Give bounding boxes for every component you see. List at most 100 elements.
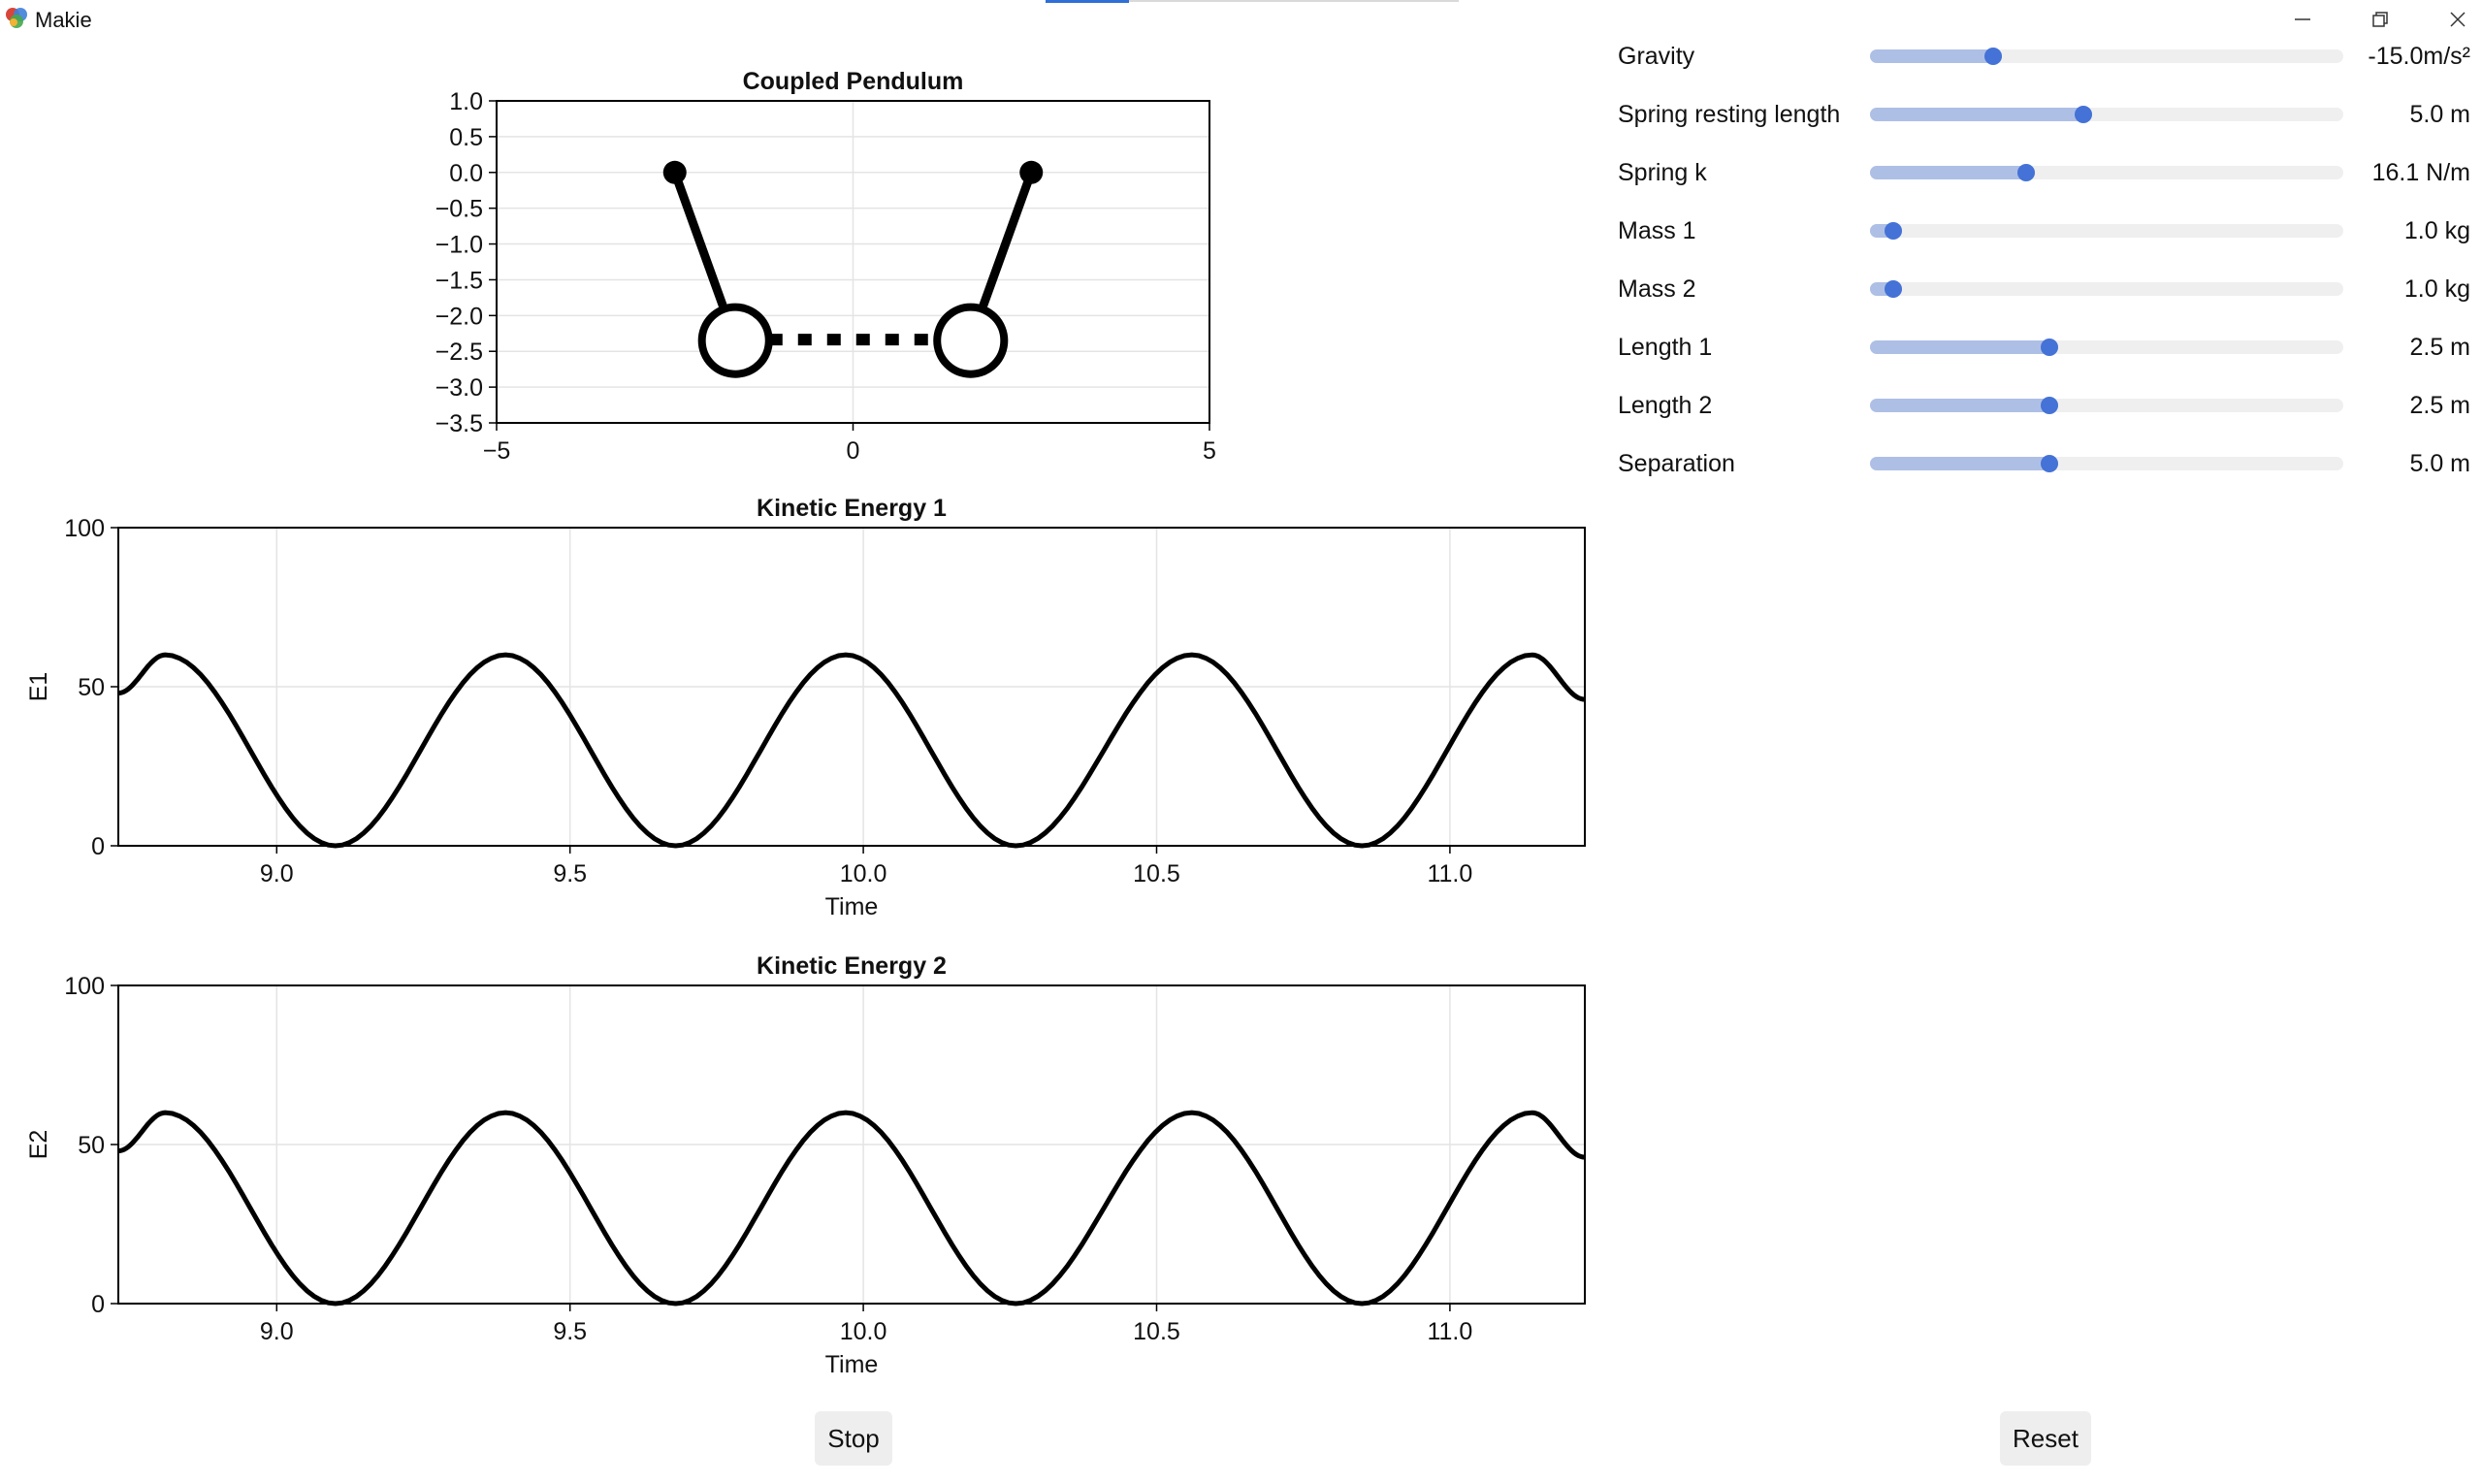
pendulum-rod-2: [978, 171, 1036, 311]
slider-value: -15.0m/s²: [2368, 43, 2470, 70]
slider-knob[interactable]: [1983, 48, 2002, 65]
restore-icon: [2372, 12, 2388, 27]
restore-button[interactable]: [2341, 0, 2419, 39]
slider-label: Spring resting length: [1618, 101, 1841, 128]
pendulum-axes-frame: [496, 100, 1210, 424]
reset-button[interactable]: Reset: [2000, 1411, 2091, 1466]
ke2-y-tick-label: 0: [91, 1291, 105, 1318]
slider-row-length-2: Length 2 2.5 m: [1618, 386, 2482, 425]
pendulum-y-tick-label: −1.0: [435, 232, 483, 259]
slider-fill: [1870, 166, 2036, 179]
title-bar: Makie: [0, 0, 2482, 39]
slider-knob[interactable]: [2041, 339, 2059, 356]
slider-row-length-1: Length 1 2.5 m: [1618, 328, 2482, 367]
ke2-y-tick-label: 100: [64, 973, 105, 1000]
slider-value: 5.0 m: [2409, 101, 2470, 128]
pendulum-y-tick-label: −2.5: [435, 339, 483, 366]
slider-value: 1.0 kg: [2403, 217, 2470, 244]
ke1-x-tick-label: 10.5: [1133, 860, 1180, 887]
ke1-series-line: [117, 652, 1586, 849]
pendulum-rod-1: [670, 171, 728, 311]
slider-track[interactable]: [1870, 48, 2343, 65]
ke1-y-tick-label: 0: [91, 833, 105, 860]
pendulum-y-tick-label: 1.0: [449, 88, 483, 115]
pendulum-bob-2: [933, 303, 1009, 378]
slider-value: 5.0 m: [2409, 450, 2470, 477]
pendulum-y-tick-label: 0.5: [449, 124, 483, 151]
slider-row-spring-resting-length: Spring resting length 5.0 m: [1618, 95, 2482, 134]
slider-row-separation: Separation 5.0 m: [1618, 444, 2482, 483]
ke1-axes-frame: [117, 527, 1586, 847]
slider-track[interactable]: [1870, 339, 2343, 356]
minimize-icon: [2295, 18, 2310, 20]
ke2-x-tick-label: 11.0: [1427, 1318, 1472, 1345]
minimize-button[interactable]: [2264, 0, 2341, 39]
slider-fill: [1870, 340, 2059, 354]
slider-value: 2.5 m: [2409, 334, 2470, 361]
close-button[interactable]: [2419, 0, 2482, 39]
ke1-x-tick-label: 9.0: [260, 860, 294, 887]
slider-knob[interactable]: [1885, 222, 1903, 240]
slider-track[interactable]: [1870, 164, 2343, 181]
ke2-x-axis-label: Time: [825, 1351, 879, 1378]
makie-logo-icon: [6, 8, 27, 28]
ke2-x-tick-label: 10.0: [840, 1318, 887, 1345]
close-icon: [2450, 12, 2466, 27]
slider-label: Mass 1: [1618, 217, 1696, 244]
pendulum-x-tick-label: 0: [847, 437, 860, 465]
slider-track[interactable]: [1870, 222, 2343, 240]
slider-knob[interactable]: [2041, 455, 2059, 472]
slider-label: Gravity: [1618, 43, 1695, 70]
ke2-x-tick-label: 10.5: [1133, 1318, 1180, 1345]
pendulum-y-tick-label: −3.0: [435, 374, 483, 402]
slider-row-mass-1: Mass 1 1.0 kg: [1618, 211, 2482, 250]
ke2-y-tick-label: 50: [78, 1132, 105, 1159]
slider-row-spring-k: Spring k 16.1 N/m: [1618, 153, 2482, 192]
slider-knob[interactable]: [2074, 106, 2092, 123]
ke2-y-axis-label: E2: [25, 1130, 52, 1160]
ke1-chart-title: Kinetic Energy 1: [757, 495, 947, 522]
pendulum-pivot-2: [1019, 160, 1044, 184]
pendulum-y-tick-label: −1.5: [435, 267, 483, 294]
ke1-x-tick-label: 10.0: [840, 860, 887, 887]
pendulum-y-tick-label: −2.0: [435, 303, 483, 330]
pendulum-pivot-1: [662, 160, 687, 184]
slider-fill: [1870, 49, 2002, 63]
ke1-x-tick-label: 9.5: [553, 860, 587, 887]
slider-value: 16.1 N/m: [2371, 159, 2470, 186]
slider-knob[interactable]: [1885, 280, 1903, 298]
slider-knob[interactable]: [2041, 397, 2059, 414]
slider-fill: [1870, 457, 2059, 470]
slider-fill: [1870, 399, 2059, 412]
stop-button[interactable]: Stop: [815, 1411, 892, 1466]
slider-knob[interactable]: [2017, 164, 2036, 181]
slider-label: Spring k: [1618, 159, 1707, 186]
ke2-x-tick-label: 9.0: [260, 1318, 294, 1345]
pendulum-plot-title: Coupled Pendulum: [743, 68, 964, 95]
slider-value: 2.5 m: [2409, 392, 2470, 419]
pendulum-bob-1: [697, 303, 773, 378]
ke2-x-tick-label: 9.5: [553, 1318, 587, 1345]
pendulum-y-tick-label: −3.5: [435, 410, 483, 437]
tab-strip: [1046, 0, 1459, 2]
ke2-series-line: [117, 1110, 1586, 1307]
pendulum-y-tick-label: 0.0: [449, 160, 483, 187]
slider-label: Length 1: [1618, 334, 1713, 361]
slider-track[interactable]: [1870, 106, 2343, 123]
active-tab-indicator[interactable]: [1046, 0, 1129, 3]
slider-label: Length 2: [1618, 392, 1713, 419]
window-title: Makie: [35, 8, 92, 32]
slider-track[interactable]: [1870, 280, 2343, 298]
slider-track[interactable]: [1870, 397, 2343, 414]
slider-row-gravity: Gravity -15.0m/s²: [1618, 37, 2482, 76]
pendulum-x-tick-label: −5: [483, 437, 511, 465]
pendulum-y-tick-label: −0.5: [435, 196, 483, 223]
ke1-y-axis-label: E1: [25, 672, 52, 702]
figure-canvas: Coupled Pendulum 1.0 0.5 0.0 −0.5 −1.0 −1.5 −2.…: [25, 68, 1586, 1378]
slider-track[interactable]: [1870, 455, 2343, 472]
ke1-y-tick-label: 100: [64, 515, 105, 542]
ke2-chart-title: Kinetic Energy 2: [757, 952, 947, 980]
ke1-y-tick-label: 50: [78, 674, 105, 701]
ke1-x-tick-label: 11.0: [1427, 860, 1472, 887]
pendulum-x-tick-label: 5: [1203, 437, 1216, 465]
